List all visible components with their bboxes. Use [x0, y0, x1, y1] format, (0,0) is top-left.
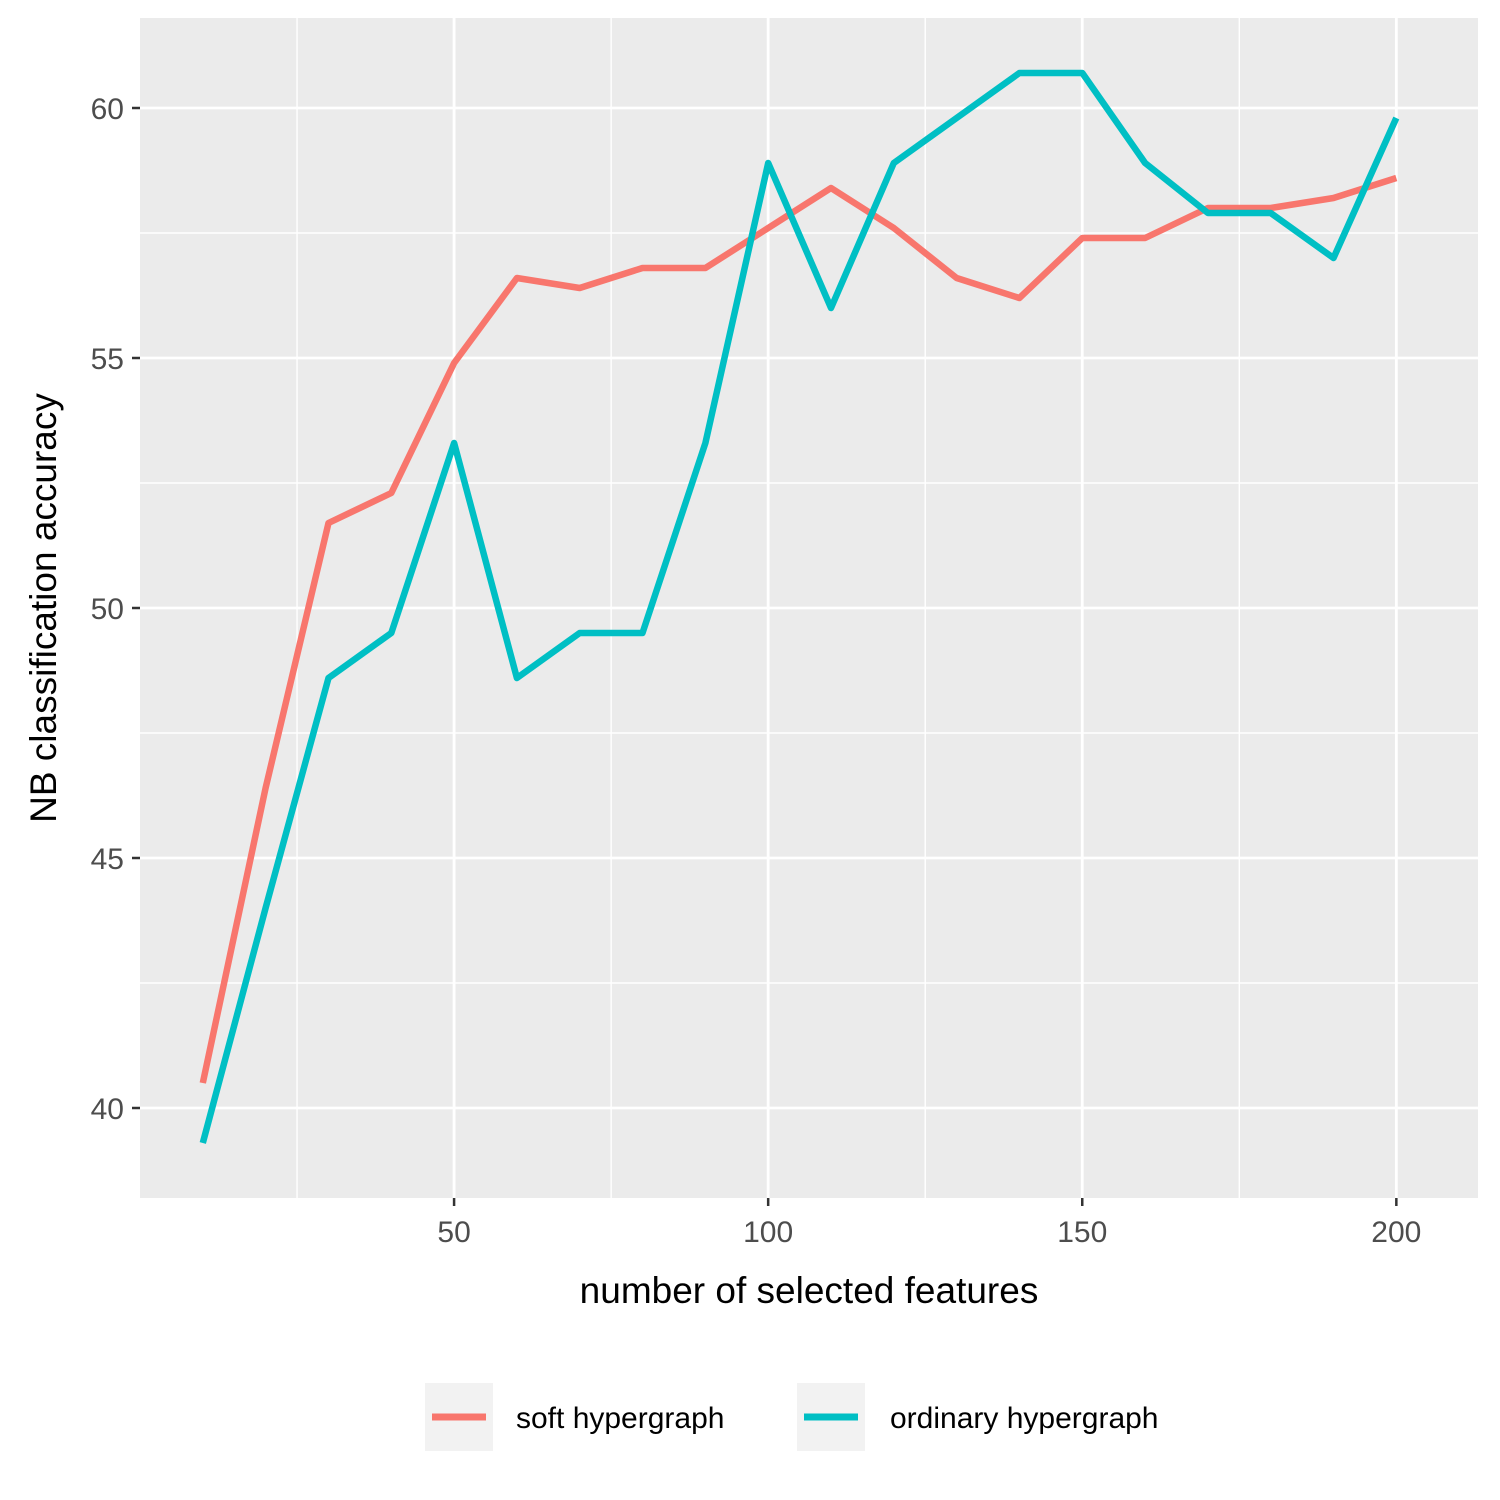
x-tick-label: 50 [437, 1216, 470, 1249]
series-line-soft-hypergraph [199, 174, 1398, 1084]
legend: soft hypergraph ordinary hypergraph [425, 1383, 1159, 1451]
legend-label-soft-hypergraph: soft hypergraph [516, 1402, 724, 1435]
grid-major [140, 18, 1478, 1198]
legend-item-soft-hypergraph: soft hypergraph [425, 1383, 724, 1451]
legend-label-ordinary-hypergraph: ordinary hypergraph [890, 1402, 1159, 1435]
y-tick-label: 40 [91, 1093, 124, 1126]
y-tick-label: 50 [91, 593, 124, 626]
x-tick-label: 150 [1057, 1216, 1107, 1249]
series-lines [199, 69, 1400, 1144]
x-axis-title: number of selected features [580, 1270, 1039, 1311]
x-axis: 50 100 150 200 [437, 1198, 1421, 1249]
y-axis: 40 45 50 55 60 [91, 93, 140, 1126]
y-tick-label: 60 [91, 93, 124, 126]
y-tick-label: 55 [91, 343, 124, 376]
y-tick-label: 45 [91, 843, 124, 876]
y-axis-title: NB classification accuracy [23, 393, 64, 823]
x-tick-label: 100 [743, 1216, 793, 1249]
legend-item-ordinary-hypergraph: ordinary hypergraph [797, 1383, 1159, 1451]
series-line-ordinary-hypergraph [199, 69, 1400, 1144]
x-tick-label: 200 [1371, 1216, 1421, 1249]
